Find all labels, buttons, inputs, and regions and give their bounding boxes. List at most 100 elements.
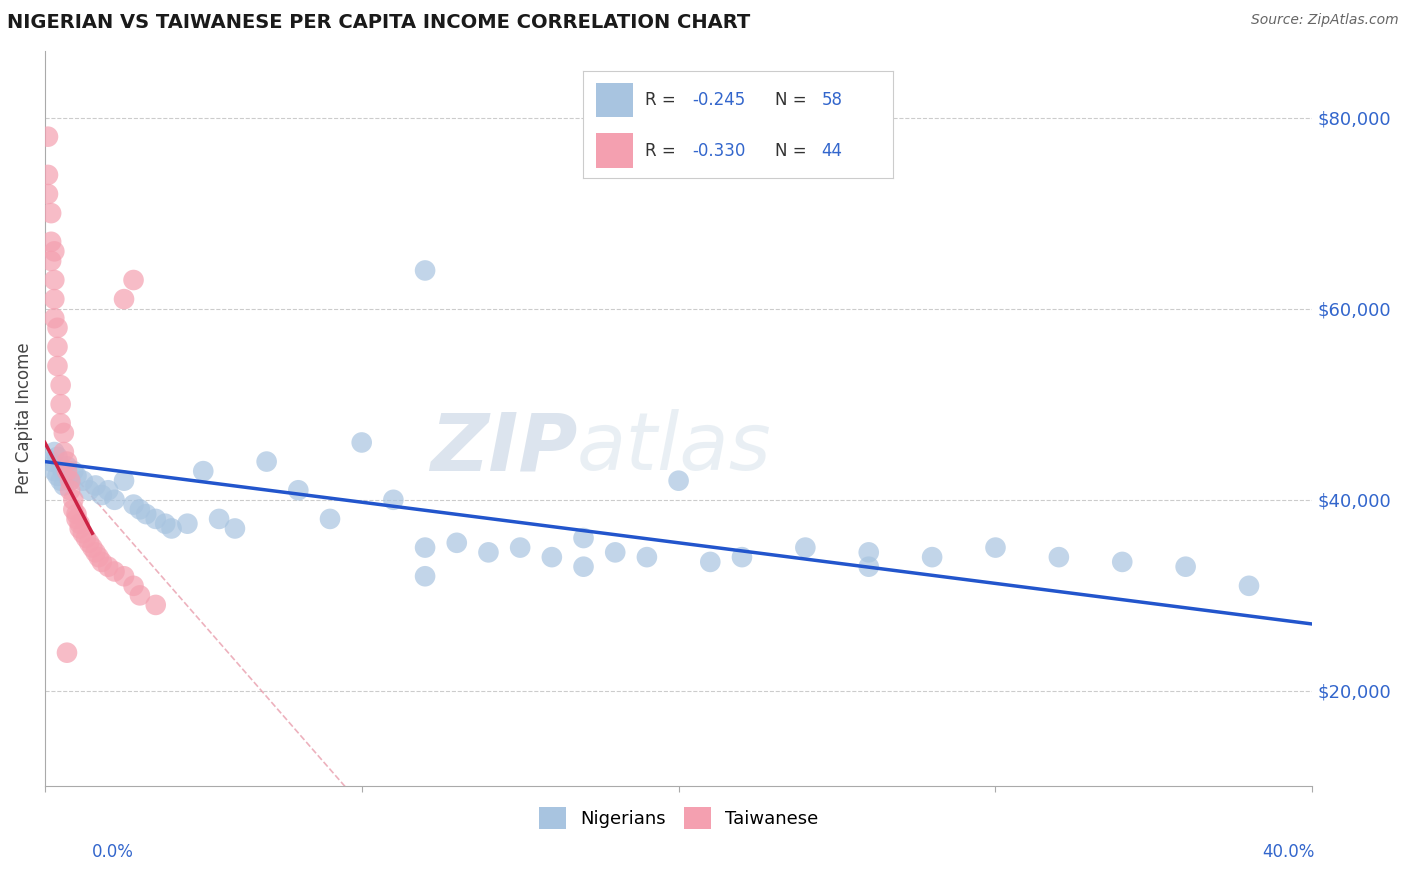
Point (49, 378, 72, 392)
Y-axis label: Per Capita Income: Per Capita Income (15, 343, 32, 494)
Point (256, 454, 278, 468)
Point (193, 464, 215, 478)
Point (287, 483, 309, 498)
Point (413, 263, 436, 277)
Point (44, 311, 66, 326)
Point (37, 187, 59, 202)
Point (605, 545, 627, 559)
Point (46, 359, 69, 373)
Point (155, 516, 177, 531)
Point (46, 320, 69, 334)
Point (224, 521, 246, 535)
Point (46, 450, 69, 464)
Point (1111, 555, 1133, 569)
Point (97, 483, 120, 498)
Text: R =: R = (645, 91, 682, 109)
Point (446, 536, 468, 550)
Point (44, 273, 66, 287)
Point (413, 541, 436, 555)
Point (858, 559, 880, 574)
Point (49, 474, 72, 488)
Point (77, 483, 100, 498)
Point (90, 555, 112, 569)
Point (135, 507, 157, 521)
Point (46, 340, 69, 354)
Point (49, 459, 72, 474)
Point (82, 541, 104, 555)
Point (59, 474, 82, 488)
Point (56, 454, 79, 468)
Point (59, 474, 82, 488)
Point (72, 474, 94, 488)
Point (699, 555, 721, 569)
Point (84, 545, 107, 559)
Text: -0.245: -0.245 (692, 91, 745, 109)
Point (97, 559, 120, 574)
Point (1174, 559, 1197, 574)
Point (413, 569, 436, 583)
Text: 40.0%: 40.0% (1263, 843, 1315, 861)
Text: ZIP: ZIP (430, 409, 578, 487)
Point (668, 474, 690, 488)
Point (122, 273, 145, 287)
Point (37, 129, 59, 144)
Point (59, 483, 82, 498)
Point (731, 550, 754, 565)
Point (62, 502, 84, 516)
Point (44, 244, 66, 259)
Point (62, 492, 84, 507)
Point (984, 541, 1007, 555)
Point (56, 459, 79, 474)
Point (65, 469, 87, 483)
Point (103, 492, 125, 507)
Point (477, 545, 499, 559)
Point (122, 579, 145, 593)
Point (1237, 579, 1260, 593)
Point (87, 550, 110, 565)
Text: N =: N = (775, 91, 813, 109)
Point (636, 550, 658, 565)
Point (52, 425, 75, 440)
Text: R =: R = (645, 142, 682, 160)
Point (1047, 550, 1070, 565)
Text: NIGERIAN VS TAIWANESE PER CAPITA INCOME CORRELATION CHART: NIGERIAN VS TAIWANESE PER CAPITA INCOME … (7, 13, 751, 32)
Text: -0.330: -0.330 (692, 142, 745, 160)
Point (84, 478, 107, 492)
Point (39, 235, 62, 249)
Point (103, 565, 125, 579)
Point (208, 512, 231, 526)
Point (46, 469, 69, 483)
Point (350, 435, 373, 450)
Point (69, 521, 91, 535)
Point (112, 569, 135, 583)
Point (112, 474, 135, 488)
Point (77, 536, 100, 550)
Point (49, 397, 72, 411)
Point (128, 502, 150, 516)
Point (319, 512, 342, 526)
Point (122, 498, 145, 512)
Legend: Nigerians, Taiwanese: Nigerians, Taiwanese (531, 800, 825, 837)
Point (145, 598, 167, 612)
Point (72, 526, 94, 541)
Point (62, 464, 84, 478)
Point (75, 531, 97, 545)
Point (572, 531, 595, 545)
Point (39, 253, 62, 268)
Point (921, 550, 943, 565)
Point (69, 516, 91, 531)
Text: N =: N = (775, 142, 813, 160)
Text: Source: ZipAtlas.com: Source: ZipAtlas.com (1251, 13, 1399, 28)
Point (65, 512, 87, 526)
Point (112, 292, 135, 306)
Point (858, 545, 880, 559)
Text: 58: 58 (821, 91, 842, 109)
Point (44, 445, 66, 459)
Text: atlas: atlas (578, 409, 772, 487)
Point (52, 445, 75, 459)
Point (176, 516, 198, 531)
FancyBboxPatch shape (596, 134, 633, 168)
Point (794, 541, 817, 555)
Point (160, 521, 183, 535)
FancyBboxPatch shape (596, 83, 633, 118)
